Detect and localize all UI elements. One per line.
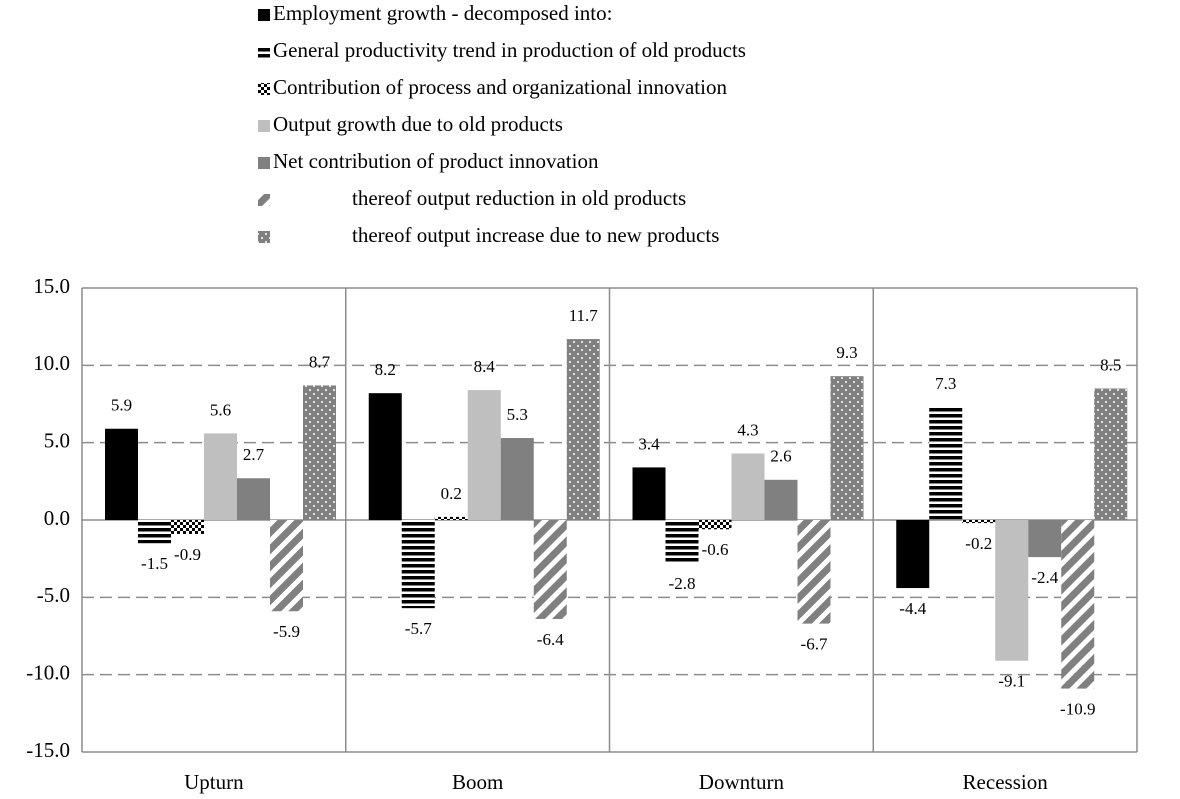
x-tick-label: Boom <box>452 770 503 794</box>
bar <box>368 393 402 520</box>
value-label: -0.9 <box>174 545 201 564</box>
y-tick-label: 10.0 <box>33 351 70 375</box>
bar <box>698 520 732 530</box>
bar <box>105 428 138 520</box>
x-tick-label: Recession <box>963 770 1049 794</box>
y-tick-label: 15.0 <box>33 274 70 298</box>
value-label: 2.7 <box>243 445 265 464</box>
value-label: -5.7 <box>405 619 432 638</box>
value-label: -2.4 <box>1031 568 1058 587</box>
bar <box>764 479 798 520</box>
legend-swatch <box>258 83 270 95</box>
legend-swatch <box>258 120 270 132</box>
bar <box>138 520 171 544</box>
x-tick-label: Upturn <box>184 770 244 794</box>
bar <box>500 438 534 520</box>
bar <box>896 520 930 589</box>
legend-label: thereof output increase due to new produ… <box>352 223 719 247</box>
bar <box>171 520 204 534</box>
value-label: 3.4 <box>638 434 660 453</box>
bar <box>962 520 996 524</box>
value-label: -1.5 <box>141 554 168 573</box>
value-label: 9.3 <box>836 343 857 362</box>
value-label: 4.3 <box>737 420 758 439</box>
bar <box>731 453 765 520</box>
bar <box>204 433 237 520</box>
bar <box>665 520 699 564</box>
bar <box>467 390 501 520</box>
bar <box>1094 388 1128 520</box>
value-label: -5.9 <box>273 622 300 641</box>
bar <box>303 385 336 520</box>
value-label: -0.2 <box>965 534 992 553</box>
legend-swatch <box>258 194 270 206</box>
legend-label: Employment growth - decomposed into: <box>273 1 612 25</box>
value-label: 11.7 <box>569 306 599 325</box>
y-tick-label: -5.0 <box>37 583 70 607</box>
value-label: 5.9 <box>111 396 132 415</box>
value-label: 5.3 <box>507 405 528 424</box>
value-label: -9.1 <box>998 672 1025 691</box>
legend-label: thereof output reduction in old products <box>352 186 686 210</box>
value-label: -6.7 <box>801 635 828 654</box>
x-tick-label: Downturn <box>699 770 785 794</box>
legend-swatch <box>258 46 270 58</box>
value-label: 8.2 <box>375 360 396 379</box>
bar <box>1028 520 1062 558</box>
value-label: -2.8 <box>669 574 696 593</box>
legend-swatch <box>258 157 270 169</box>
value-label: -10.9 <box>1060 699 1095 718</box>
y-tick-label: -15.0 <box>26 738 70 762</box>
bar <box>401 520 435 609</box>
bar <box>632 467 666 520</box>
value-label: -4.4 <box>899 599 926 618</box>
bar <box>995 520 1029 661</box>
bar <box>830 376 864 520</box>
y-tick-label: -10.0 <box>26 660 70 684</box>
bar <box>1061 520 1095 689</box>
value-label: 2.6 <box>770 447 791 466</box>
bar <box>434 516 468 520</box>
legend-swatch <box>258 231 270 243</box>
value-label: 8.5 <box>1100 355 1121 374</box>
legend-label: Net contribution of product innovation <box>273 149 599 173</box>
legend-label: Contribution of process and organization… <box>273 75 727 99</box>
value-label: 8.4 <box>474 357 496 376</box>
bar <box>929 407 963 520</box>
legend-label: General productivity trend in production… <box>273 38 746 62</box>
bar <box>270 520 303 612</box>
value-label: 0.2 <box>441 484 462 503</box>
legend-swatch <box>258 9 270 21</box>
bar <box>566 339 600 520</box>
bar <box>797 520 831 624</box>
value-label: 7.3 <box>935 374 956 393</box>
legend-label: Output growth due to old products <box>273 112 563 136</box>
value-label: -6.4 <box>537 630 564 649</box>
value-label: 5.6 <box>210 400 231 419</box>
value-label: 8.7 <box>309 352 331 371</box>
bar <box>237 478 270 520</box>
value-label: -0.6 <box>702 540 729 559</box>
y-tick-label: 0.0 <box>44 506 70 530</box>
y-tick-label: 5.0 <box>44 428 70 452</box>
bar <box>533 520 567 619</box>
